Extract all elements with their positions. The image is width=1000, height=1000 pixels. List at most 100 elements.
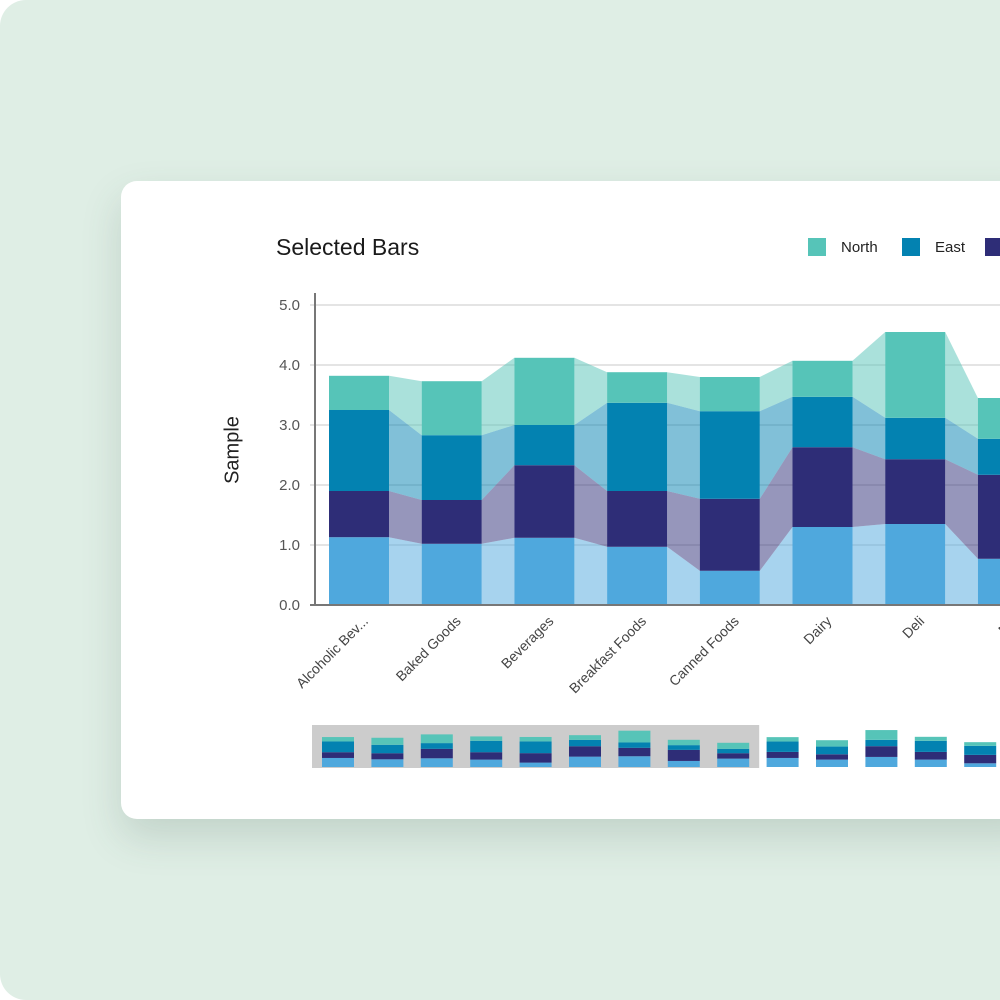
overview-bar-segment (519, 762, 552, 767)
connector-area (481, 425, 515, 500)
bar-segment (329, 410, 389, 491)
overview-bar-segment (569, 739, 601, 747)
overview-bar-segment (964, 763, 997, 767)
bar-segment (792, 360, 853, 397)
x-tick-label: Deli (899, 613, 927, 641)
overview-bar-segment (667, 739, 700, 746)
overview-bar-segment (420, 734, 453, 744)
bar-segment (792, 396, 853, 448)
overview-bar-segment (420, 758, 453, 767)
bar-segment (514, 425, 575, 466)
x-tick-label: Canned Foods (666, 613, 742, 689)
connector-area (759, 360, 793, 412)
legend-swatch (808, 238, 826, 256)
connector-area (945, 332, 978, 439)
y-tick-label: 2.0 (279, 477, 300, 494)
overview-bar-segment (322, 737, 354, 742)
overview-bar-segment (470, 736, 503, 741)
y-tick-label: 5.0 (279, 297, 300, 314)
bar-segment (329, 491, 389, 538)
overview-bar-segment (322, 757, 354, 767)
overview-bar-segment (470, 740, 503, 753)
connector-area (389, 410, 422, 500)
bar-segment (421, 435, 482, 500)
bar-segment (514, 357, 575, 425)
overview-bar-segment (914, 751, 947, 760)
bar-segment (421, 500, 482, 544)
y-tick-label: 3.0 (279, 417, 300, 434)
connector-area (852, 396, 886, 460)
connector-area (574, 402, 608, 491)
bar-segment (514, 465, 575, 538)
connector-area (389, 375, 422, 436)
connector-area (574, 465, 608, 547)
connector-area (759, 396, 793, 499)
legend-swatch (985, 238, 1000, 256)
overview-bar-segment (519, 753, 552, 763)
overview-bar-segment (717, 748, 750, 754)
overview-bar-segment (865, 739, 898, 747)
overview-bar-segment (667, 745, 700, 750)
y-tick-label: 4.0 (279, 357, 300, 374)
overview-bar-segment (717, 742, 750, 749)
overview-bar-segment (420, 748, 453, 759)
legend-item-3[interactable] (985, 238, 1000, 256)
overview-bar-segment (322, 752, 354, 758)
overview-bar-segment (717, 758, 750, 767)
bar-segment (514, 537, 575, 605)
connector-area (852, 447, 886, 527)
overview-bar-segment (371, 753, 404, 760)
overview-bar-segment (717, 753, 750, 759)
connector-area (945, 417, 978, 475)
overview-bar-segment (667, 760, 700, 767)
bar-segment (421, 543, 482, 605)
connector-area (945, 524, 978, 605)
overview-bar-segment (865, 756, 898, 767)
x-tick-label: Alcoholic Bev... (293, 613, 371, 691)
bar-segment (607, 372, 668, 403)
bar-segment (792, 447, 853, 527)
connector-area (574, 537, 608, 605)
bar-segment (699, 411, 760, 499)
bar-segment (977, 438, 1000, 475)
bar-segment (792, 527, 853, 605)
bar-segment (607, 546, 668, 605)
bar-segment (329, 537, 389, 605)
overview-bar-segment (371, 737, 404, 745)
overview-bar-segment (322, 741, 354, 753)
overview-bar-segment (371, 759, 404, 767)
overview-bar-segment (865, 730, 898, 740)
overview-bar-segment (569, 756, 601, 767)
overview-bar-segment (914, 736, 947, 741)
overview-bar-segment (816, 740, 848, 747)
connector-area (759, 527, 793, 605)
connector-area (759, 447, 793, 571)
x-tick-label: Me (995, 613, 1000, 638)
connector-area (389, 491, 422, 544)
bar-segment (699, 570, 760, 605)
overview-bar-segment (816, 746, 848, 755)
bar-segment (977, 398, 1000, 439)
y-tick-label: 0.0 (279, 597, 300, 614)
bar-segment (977, 474, 1000, 559)
overview-bar-segment (914, 740, 947, 752)
connector-area (574, 357, 608, 425)
connector-area (481, 465, 515, 544)
overview-bar-segment (618, 730, 651, 743)
bar-segment (699, 377, 760, 412)
bar-segment (977, 558, 1000, 605)
connector-area (852, 524, 886, 605)
bar-segment (885, 524, 946, 605)
bar-segment (421, 381, 482, 436)
overview-bar-segment (766, 741, 799, 752)
y-tick-label: 1.0 (279, 537, 300, 554)
legend-item-north[interactable]: North (808, 238, 878, 256)
legend-item-east[interactable]: East (902, 238, 965, 256)
overview-bar-segment (618, 742, 651, 748)
legend-label: East (935, 238, 966, 256)
x-tick-label: Beverages (498, 613, 557, 672)
connector-area (667, 402, 700, 499)
overview-bar-segment (470, 759, 503, 767)
overview-bar-segment (964, 742, 997, 746)
